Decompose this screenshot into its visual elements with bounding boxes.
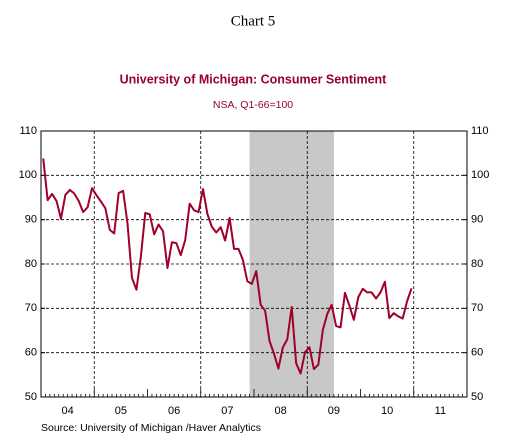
x-tick-label: 09: [328, 405, 340, 417]
y-tick-label: 100: [19, 169, 37, 181]
y2-tick-label: 60: [471, 347, 483, 359]
x-tick-label: 04: [62, 405, 74, 417]
y-tick-label: 110: [19, 125, 37, 137]
y-tick-label: 90: [25, 214, 37, 226]
y-tick-label: 50: [25, 391, 37, 403]
source-note: Source: University of Michigan /Haver An…: [41, 422, 261, 434]
plot-frame: [40, 130, 468, 398]
chart-subtitle: NSA, Q1-66=100: [213, 99, 293, 111]
y-tick-label: 80: [25, 258, 37, 270]
x-tick-label: 06: [168, 405, 180, 417]
y2-tick-label: 80: [471, 258, 483, 270]
y2-tick-label: 70: [471, 302, 483, 314]
x-tick-label: 05: [115, 405, 127, 417]
y-tick-label: 60: [25, 347, 37, 359]
y2-tick-label: 90: [471, 214, 483, 226]
chart-title: University of Michigan: Consumer Sentime…: [120, 72, 388, 86]
x-tick-label: 11: [435, 405, 446, 417]
y2-tick-label: 100: [471, 169, 489, 181]
y2-tick-label: 50: [471, 391, 483, 403]
y2-tick-label: 110: [471, 125, 489, 137]
y-tick-label: 70: [25, 302, 37, 314]
x-tick-label: 07: [221, 405, 233, 417]
x-tick-label: 08: [275, 405, 287, 417]
x-tick-label: 10: [381, 405, 393, 417]
data-line: [42, 158, 413, 375]
chart-heading: Chart 5: [231, 13, 276, 29]
